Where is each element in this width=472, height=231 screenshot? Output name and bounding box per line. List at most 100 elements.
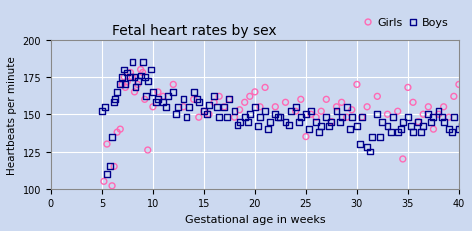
Girls [430, 128, 437, 131]
Boys [326, 125, 333, 128]
Boys [420, 125, 427, 128]
Boys [307, 110, 315, 114]
Boys [414, 120, 422, 124]
Boys [132, 86, 139, 90]
Girls [312, 116, 320, 120]
Girls [149, 106, 157, 109]
Boys [277, 116, 284, 120]
Boys [103, 172, 111, 176]
Girls [307, 113, 315, 117]
Girls [236, 108, 244, 112]
Boys [147, 68, 155, 72]
Boys [297, 116, 304, 120]
Boys [373, 113, 381, 117]
Girls [129, 76, 136, 79]
Girls [120, 76, 128, 79]
Boys [113, 91, 121, 94]
Girls [384, 113, 391, 117]
Girls [348, 108, 355, 112]
Girls [190, 98, 197, 102]
Girls [333, 106, 340, 109]
Girls [169, 83, 177, 87]
Boys [455, 128, 463, 131]
Girls [122, 86, 129, 90]
Boys [458, 125, 466, 128]
Girls [231, 116, 238, 120]
Girls [110, 165, 118, 169]
Boys [195, 101, 202, 105]
Girls [338, 101, 346, 105]
Boys [251, 106, 259, 109]
Boys [407, 125, 415, 128]
Boys [159, 101, 167, 105]
Boys [142, 95, 150, 99]
Boys [366, 150, 374, 154]
Boys [394, 131, 402, 134]
Boys [205, 104, 213, 108]
Girls [220, 106, 228, 109]
Girls [211, 101, 218, 105]
Girls [363, 106, 371, 109]
Boys [399, 120, 406, 124]
Girls [373, 95, 381, 99]
Girls [420, 113, 427, 117]
Girls [117, 128, 124, 131]
Boys [369, 135, 376, 139]
Boys [428, 120, 435, 124]
Girls [139, 71, 146, 75]
Boys [348, 116, 355, 120]
Boys [384, 125, 391, 128]
Girls [358, 116, 366, 120]
Boys [236, 120, 244, 124]
Girls [318, 110, 325, 114]
Boys [200, 110, 208, 114]
Girls [141, 98, 149, 102]
Boys [312, 120, 320, 124]
Boys [346, 128, 354, 131]
Boys [193, 98, 201, 102]
Boys [322, 116, 330, 120]
Boys [264, 128, 272, 131]
Boys [101, 106, 109, 109]
Boys [343, 106, 351, 109]
Girls [215, 95, 223, 99]
Boys [124, 71, 131, 75]
Girls [200, 110, 208, 114]
Girls [292, 110, 299, 114]
Boys [180, 98, 187, 102]
Girls [137, 68, 144, 72]
Boys [213, 106, 221, 109]
Girls [328, 120, 335, 124]
Boys [134, 80, 141, 84]
Girls [455, 83, 463, 87]
Boys [295, 120, 303, 124]
Boys [173, 113, 180, 117]
Boys [338, 116, 346, 120]
Boys [409, 131, 417, 134]
Y-axis label: Heartbeats per minute: Heartbeats per minute [7, 56, 17, 174]
Girls [108, 184, 116, 188]
Boys [287, 110, 295, 114]
Boys [169, 91, 177, 94]
Girls [409, 101, 417, 105]
Boys [336, 120, 343, 124]
Boys [203, 113, 211, 117]
Boys [302, 113, 310, 117]
Boys [164, 95, 172, 99]
Girls [124, 80, 131, 84]
Girls [159, 95, 167, 99]
Girls [113, 131, 121, 134]
Girls [180, 106, 187, 109]
Girls [271, 106, 279, 109]
Boys [448, 131, 455, 134]
Girls [241, 101, 248, 105]
Boys [183, 116, 190, 120]
Boys [292, 106, 299, 109]
Boys [175, 106, 182, 109]
Text: Fetal heart rates by sex: Fetal heart rates by sex [112, 24, 277, 38]
Boys [397, 128, 405, 131]
Girls [399, 157, 406, 161]
Girls [322, 98, 330, 102]
Girls [450, 95, 458, 99]
Girls [256, 106, 264, 109]
